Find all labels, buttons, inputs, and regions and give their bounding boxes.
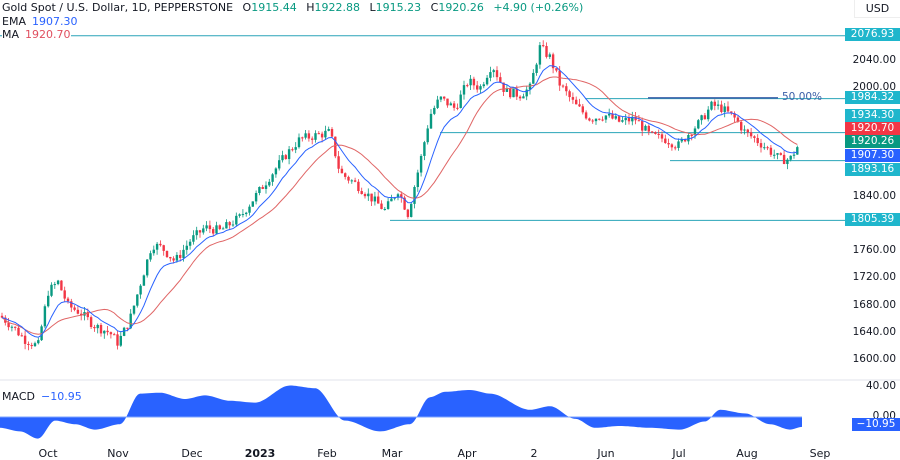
time-label: Oct	[38, 447, 58, 460]
macd-tick-40: 40.00	[865, 380, 896, 392]
close-value: 1920.26	[438, 1, 484, 14]
change-value: +4.90 (+0.26%)	[493, 1, 584, 14]
price-label-cyan: 1984.32	[845, 91, 900, 104]
price-tick: 1760.00	[852, 244, 896, 257]
ema-value: 1907.30	[31, 15, 78, 28]
time-label: Apr	[457, 447, 477, 460]
currency-button[interactable]: USD	[854, 0, 900, 18]
time-label: Feb	[317, 447, 337, 460]
low-value: 1915.23	[375, 1, 422, 14]
macd-area	[0, 385, 802, 439]
time-label: 2	[530, 447, 538, 460]
price-tick: 1600.00	[852, 353, 896, 365]
ema-legend[interactable]: EMA 1907.30	[2, 15, 78, 28]
price-label-cyan: 1934.30	[845, 109, 900, 122]
symbol-title: Gold Spot / U.S. Dollar, 1D, PEPPERSTONE	[2, 1, 234, 14]
macd-value: −10.95	[40, 390, 82, 403]
candles	[0, 40, 799, 351]
horizontal-levels	[0, 35, 845, 221]
macd-legend[interactable]: MACD −10.95	[2, 390, 82, 403]
fib-50-label: 50.00%	[782, 91, 823, 103]
price-label-green: 1920.26	[845, 135, 900, 148]
high-value: 1922.88	[314, 1, 361, 14]
macd-current-label: −10.95	[852, 418, 900, 431]
time-label: Mar	[381, 447, 403, 460]
price-label-cyan: 1893.16	[845, 163, 900, 176]
price-label-cyan: 2076.93	[845, 28, 900, 41]
ma-line	[1, 76, 798, 335]
time-label: Sep	[809, 447, 831, 460]
ma-value: 1920.70	[25, 28, 71, 41]
price-label-red: 1920.70	[845, 122, 900, 135]
symbol-legend: Gold Spot / U.S. Dollar, 1D, PEPPERSTONE…	[2, 1, 584, 14]
price-label-cyan: 1805.39	[845, 213, 900, 226]
price-tick: 1720.00	[852, 271, 896, 284]
ema-line	[1, 65, 798, 338]
price-tick: 1840.00	[852, 189, 896, 202]
time-label: Jul	[672, 447, 686, 460]
ma-legend[interactable]: MA 1920.70	[2, 28, 71, 42]
price-tick: 2000.00	[852, 81, 896, 93]
price-tick: 1640.00	[852, 325, 896, 338]
open-value: 1915.44	[251, 1, 297, 14]
time-label: Nov	[107, 447, 129, 460]
price-tick: 1680.00	[852, 298, 896, 311]
price-label-blue: 1907.30	[845, 149, 900, 162]
time-label: Aug	[736, 447, 758, 460]
time-label: Jun	[597, 447, 615, 460]
price-tick: 2040.00	[852, 53, 896, 66]
time-label: 2023	[244, 447, 276, 460]
time-label: Dec	[181, 447, 203, 460]
